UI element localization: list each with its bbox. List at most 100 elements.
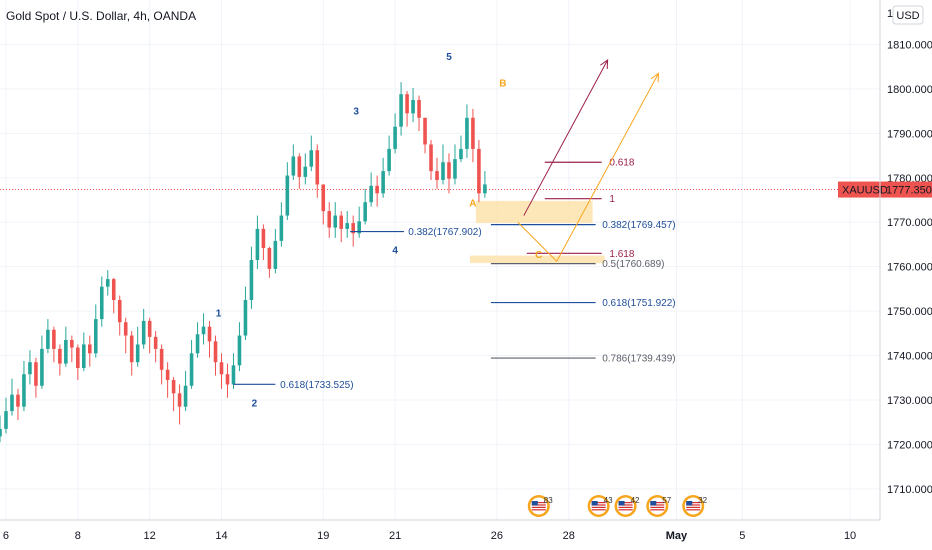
candle-body <box>261 228 266 248</box>
candle <box>0 415 2 443</box>
candle <box>375 175 379 207</box>
projection-arrowhead <box>650 72 660 83</box>
candle <box>46 319 50 354</box>
candle-body <box>447 162 451 179</box>
candle-body <box>207 326 212 342</box>
candle <box>123 317 128 354</box>
candle <box>435 157 439 189</box>
time-tick-label: 10 <box>844 530 856 542</box>
fib-level: 0.5(1760.689) <box>490 259 665 270</box>
fib-label: 1.618 <box>609 249 634 260</box>
candle <box>465 104 469 158</box>
flag-stripe <box>650 506 665 508</box>
candle <box>477 140 481 203</box>
fib-level: 0.786(1739.439) <box>490 354 676 365</box>
candle-body <box>105 279 110 287</box>
candle <box>345 211 350 238</box>
time-tick-label: 26 <box>491 530 503 542</box>
currency-button[interactable]: USD <box>892 5 924 25</box>
candle-body <box>195 334 200 354</box>
event-badge[interactable]: 83 <box>527 495 553 517</box>
event-badge[interactable]: 32 <box>682 495 708 517</box>
event-badge[interactable]: 57 <box>646 495 672 517</box>
flag-canton <box>591 501 598 506</box>
candle <box>207 320 212 358</box>
candle <box>219 353 224 389</box>
candle <box>70 335 74 363</box>
candle-body <box>303 166 308 177</box>
flag-stripe <box>531 509 546 511</box>
candle <box>471 108 475 163</box>
event-badge[interactable]: 42 <box>614 495 640 517</box>
flag-stripe <box>618 506 633 508</box>
candle-body <box>34 362 38 386</box>
candle-body <box>363 202 367 222</box>
time-tick-label: May <box>666 530 688 542</box>
candle-body <box>255 228 260 260</box>
candle <box>225 363 230 398</box>
candle-body <box>309 150 314 167</box>
candle <box>82 332 86 372</box>
candle <box>237 322 242 372</box>
candle <box>387 135 391 176</box>
candle-body <box>249 260 254 300</box>
projection-paths <box>517 58 660 263</box>
candle-body <box>243 300 248 336</box>
wave-label: C <box>535 250 542 261</box>
badge-count: 83 <box>544 496 553 505</box>
candle-body <box>4 411 8 429</box>
candle-body <box>28 362 32 375</box>
price-tick-label: 1800.000 <box>887 84 932 96</box>
candle <box>22 360 26 412</box>
candle-body <box>225 374 230 385</box>
candle <box>459 135 463 163</box>
flag-stripe <box>650 509 665 511</box>
candle <box>16 388 20 420</box>
wave-labels: 1 2 3 4 5 A B C <box>216 52 543 410</box>
candle-body <box>477 148 481 194</box>
candle-body <box>237 335 242 366</box>
candle-body <box>219 362 224 375</box>
candle <box>321 184 326 225</box>
candle <box>141 308 146 349</box>
candle-body <box>339 215 344 229</box>
candle-body <box>64 340 68 364</box>
candle <box>399 82 403 136</box>
candle-body <box>213 341 218 363</box>
event-badges: 83 43 42 57 32 <box>527 495 708 517</box>
fib-level: 0.618 <box>544 158 635 169</box>
candle <box>52 326 56 363</box>
candle-body <box>297 156 302 177</box>
candle-body <box>40 348 44 386</box>
candle <box>195 322 200 358</box>
badge-count: 43 <box>604 496 613 505</box>
candle-body <box>369 185 373 203</box>
candle-body <box>471 117 475 149</box>
candle <box>429 140 433 180</box>
fib-label: 0.618(1751.922) <box>602 298 675 309</box>
price-axis[interactable]: 1710.000 1720.000 1730.000 1740.000 1750.000… <box>838 0 932 550</box>
current-price-value: 1777.350 <box>886 185 932 197</box>
candle-body <box>483 184 487 194</box>
candle <box>135 326 140 367</box>
candle <box>417 95 421 132</box>
candle-body <box>153 336 158 349</box>
flag-stripe <box>591 504 606 506</box>
fib-levels: 0.618(1733.525) 0.382(1767.902) 0.618 1 0.38… <box>233 158 676 391</box>
candle-body <box>393 126 397 149</box>
candle-body <box>147 320 152 337</box>
candle-body <box>22 374 26 407</box>
candle <box>64 326 68 367</box>
price-tick-label: 1740.000 <box>887 351 932 363</box>
candle-body <box>315 150 320 185</box>
candle-body <box>459 148 463 160</box>
candle-body <box>123 322 128 336</box>
candle <box>177 384 182 425</box>
candle <box>93 304 98 358</box>
candle-body <box>423 117 427 145</box>
event-badge[interactable]: 43 <box>587 495 613 517</box>
candle <box>405 91 409 127</box>
